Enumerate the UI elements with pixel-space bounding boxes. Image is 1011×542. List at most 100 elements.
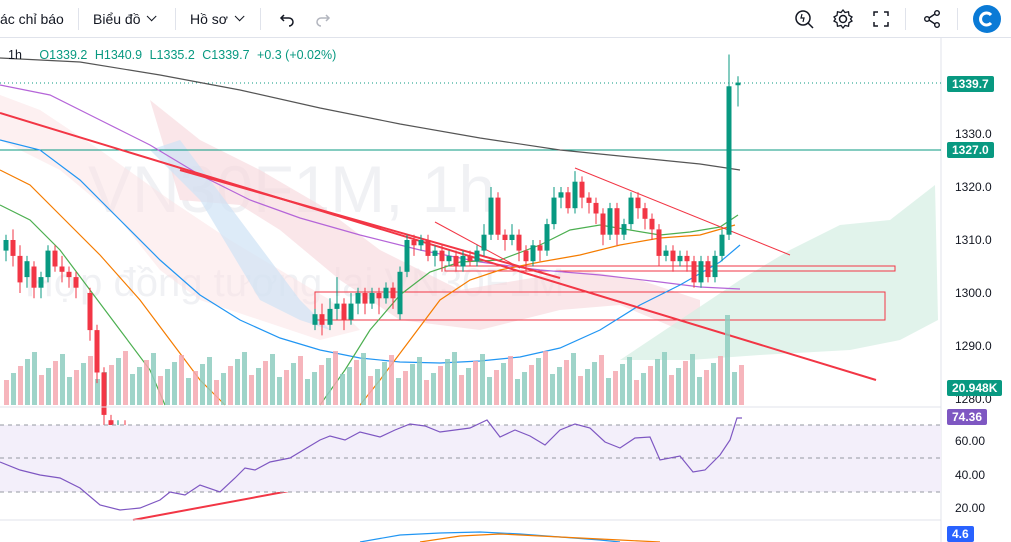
share-icon[interactable] <box>918 5 946 33</box>
rsi-value-label: 74.36 <box>947 409 988 425</box>
price-tick: 1310.0 <box>955 233 992 247</box>
volume-bar <box>228 366 233 405</box>
candle-body <box>698 261 704 283</box>
brand-logo-icon[interactable] <box>973 5 1001 33</box>
chart-type-dropdown[interactable]: Biểu đồ <box>93 0 158 37</box>
candle-body <box>73 277 79 288</box>
resistance-zone-rectangle <box>444 265 896 272</box>
candle-body <box>319 314 325 325</box>
candle-body <box>502 234 508 240</box>
candle-body <box>327 308 333 325</box>
candle-body <box>628 197 634 225</box>
candle-body <box>516 234 522 251</box>
volume-bar <box>249 375 254 405</box>
volume-bar <box>67 377 72 405</box>
volume-bar <box>305 379 310 405</box>
fullscreen-icon[interactable] <box>867 5 895 33</box>
volume-bar <box>221 373 226 405</box>
candle-body <box>712 255 718 278</box>
volume-bar <box>298 356 303 405</box>
toolbar-divider <box>78 8 79 30</box>
volume-bar <box>480 354 485 405</box>
ma-200-line <box>0 57 741 171</box>
volume-bar <box>347 367 352 405</box>
volume-bar <box>123 351 128 405</box>
price-chart[interactable]: VN30F1M, 1h Hợp đồng tương lai VN30F1M <box>0 38 1011 542</box>
volume-bar <box>340 374 345 405</box>
price-tick: 1300.0 <box>955 286 992 300</box>
volume-bar <box>459 375 464 405</box>
candle-body <box>355 293 361 304</box>
candle-body <box>369 293 375 304</box>
volume-bar <box>466 368 471 405</box>
volume-bar <box>158 376 163 405</box>
macd-line <box>359 531 621 542</box>
candle-body <box>383 287 389 299</box>
volume-bar <box>270 354 275 405</box>
gear-icon[interactable] <box>829 5 857 33</box>
candle-body <box>614 208 620 235</box>
redo-icon[interactable] <box>309 5 337 33</box>
candle-body <box>390 287 396 299</box>
volume-bar <box>53 361 58 405</box>
last-price-label: 1339.7 <box>947 76 994 92</box>
volume-bar <box>571 353 576 405</box>
volume-bar <box>256 368 261 405</box>
candle-body <box>530 245 536 262</box>
chevron-down-icon <box>234 11 245 22</box>
trendline-3 <box>574 167 791 256</box>
candle-body <box>94 330 100 373</box>
volume-bar <box>627 357 632 405</box>
candle-body <box>3 240 9 251</box>
volume-bar <box>179 355 184 405</box>
rsi-tick: 20.00 <box>955 501 986 515</box>
profile-dropdown[interactable]: Hồ sơ <box>190 0 245 37</box>
candle-body <box>719 234 725 256</box>
volume-bar <box>683 361 688 405</box>
candle-body <box>481 234 487 251</box>
candle-body <box>544 224 550 251</box>
volume-bar <box>207 357 212 405</box>
volume-bar <box>74 370 79 405</box>
level-price-label: 1327.0 <box>947 142 994 158</box>
volume-bar <box>599 355 604 405</box>
rsi-band <box>0 425 941 492</box>
quick-search-icon[interactable] <box>790 5 818 33</box>
change-value: +0.3 (+0.02%) <box>257 48 337 62</box>
volume-bar <box>18 366 23 405</box>
close-value: C1339.7 <box>202 48 250 62</box>
volume-bar <box>109 365 114 405</box>
candle-body <box>705 261 711 278</box>
volume-bar <box>606 378 611 405</box>
candle-body <box>656 229 662 256</box>
volume-bar <box>676 368 681 405</box>
volume-bar <box>263 361 268 405</box>
volume-bar <box>32 352 37 405</box>
candle-body <box>735 82 741 86</box>
volume-bar <box>403 371 408 405</box>
ma-100-line <box>0 84 741 290</box>
undo-icon[interactable] <box>273 5 301 33</box>
ichimoku-cloud-blue <box>150 140 330 330</box>
volume-bar <box>508 356 513 405</box>
candlesticks <box>3 54 741 463</box>
candle-body <box>572 181 578 209</box>
volume-bar <box>648 366 653 405</box>
candle-body <box>607 208 613 235</box>
volume-bar <box>144 360 149 405</box>
volume-bar <box>137 367 142 405</box>
volume-bar <box>536 358 541 405</box>
candle-body <box>66 271 72 278</box>
candle-body <box>411 240 417 246</box>
volume-bars <box>4 315 744 405</box>
volume-bar <box>396 378 401 405</box>
candle-body <box>474 250 480 262</box>
candle-body <box>677 255 683 262</box>
volume-bar <box>81 363 86 405</box>
volume-bar <box>291 363 296 405</box>
volume-bar <box>620 364 625 405</box>
volume-bar <box>641 373 646 405</box>
volume-bar <box>550 374 555 405</box>
volume-bar <box>165 369 170 405</box>
indicators-button[interactable]: ác chỉ báo <box>0 0 64 37</box>
